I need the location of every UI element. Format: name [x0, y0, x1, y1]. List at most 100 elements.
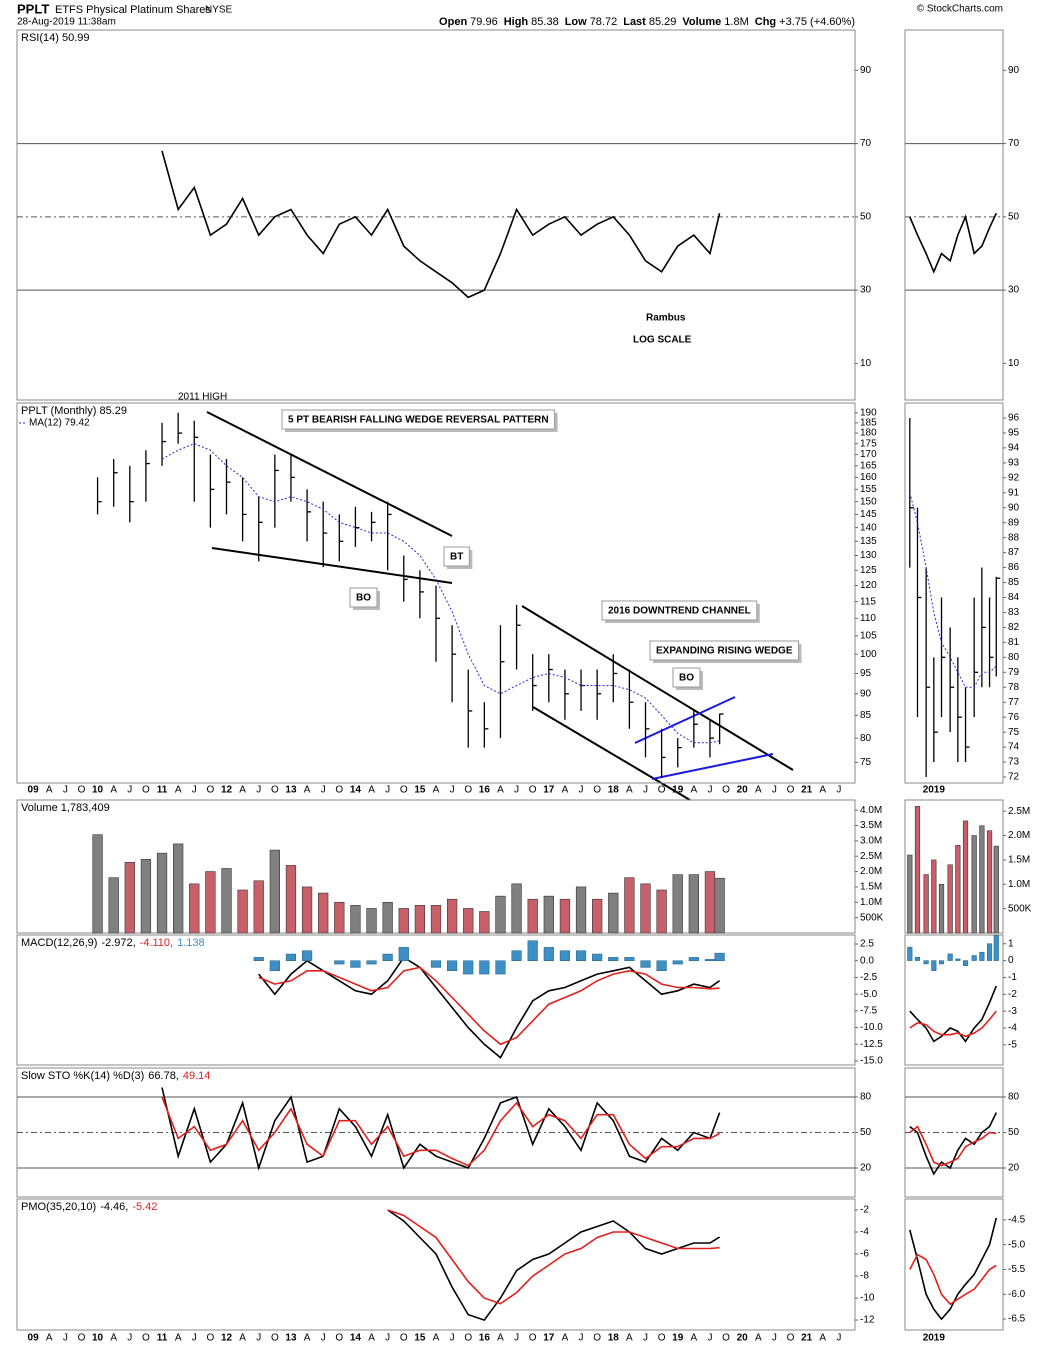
panel-legend: PPLT (Monthly) 85.29: [21, 405, 127, 417]
y-tick-label: -3: [1008, 1006, 1017, 1017]
volume-bar: [923, 874, 929, 934]
x-tick-label: J: [385, 1333, 390, 1344]
x-tick-label: 11: [157, 785, 168, 796]
volume-bar: [430, 905, 442, 934]
trendline: [651, 753, 774, 780]
x-tick-label: J: [579, 785, 584, 796]
volume-bar: [463, 908, 474, 934]
panel-frame: [16, 402, 856, 784]
volume-bar: [993, 845, 999, 934]
volume-bar: [979, 825, 985, 934]
histogram-bar: [285, 953, 297, 961]
volume-bar: [479, 911, 490, 934]
panel-frame: [904, 29, 1004, 401]
volume-bar: [955, 845, 961, 934]
volume-bar: [301, 886, 313, 934]
x-tick-label: 09: [28, 1333, 40, 1344]
volume-bar: [446, 898, 458, 934]
volume-bar: [559, 898, 571, 934]
volume-bar: [907, 854, 913, 934]
y-tick-label: 170: [860, 449, 877, 460]
y-tick-label: 20: [1008, 1163, 1020, 1174]
date: 28-Aug-2019 11:38am: [17, 17, 116, 28]
series-line: [258, 966, 720, 1046]
volume-bar: [350, 905, 361, 934]
y-tick-label: 3.5M: [860, 820, 882, 831]
x-tick-label: A: [46, 785, 53, 796]
series-line: [161, 1096, 720, 1167]
trendline: [206, 411, 453, 537]
x-tick-label: 2019: [923, 785, 946, 796]
y-tick-label: 185: [860, 417, 877, 428]
x-tick-label: J: [707, 785, 712, 796]
x-tick-label: J: [643, 785, 648, 796]
histogram-bar: [714, 952, 725, 961]
trendline: [521, 605, 794, 771]
volume-bar: [414, 905, 426, 934]
volume-bar: [543, 895, 554, 934]
legend-entry: 49.14: [183, 1070, 211, 1082]
x-tick-label: O: [787, 1333, 795, 1344]
y-tick-label: 1.5M: [860, 882, 882, 893]
histogram-bar: [382, 953, 393, 961]
y-tick-label: 135: [860, 536, 877, 547]
panel-frame: [904, 1198, 1004, 1331]
panel-legend: PMO(35,20,10) -4.46, -5.42: [21, 1201, 157, 1213]
volume-bar: [253, 880, 264, 934]
x-tick-label: O: [142, 785, 150, 796]
histogram-bar: [907, 946, 913, 961]
histogram-bar: [914, 956, 921, 961]
x-tick-label: O: [464, 1333, 472, 1344]
y-tick-label: 150: [860, 496, 877, 507]
x-tick-label: O: [78, 1333, 86, 1344]
callout-text: BO: [679, 673, 694, 684]
histogram-bar: [704, 959, 716, 961]
y-tick-label: 0: [1008, 955, 1014, 966]
panel-legend: RSI(14) 50.99: [21, 32, 89, 44]
legend-entry: MA(12) 79.42: [29, 418, 90, 429]
y-tick-label: 10: [860, 358, 872, 369]
volume-bar: [914, 806, 921, 934]
x-tick-label: J: [127, 785, 132, 796]
y-tick-label: 82: [1008, 622, 1020, 633]
y-tick-label: 110: [860, 613, 876, 624]
legend-entry: -4.110,: [140, 937, 173, 949]
x-tick-label: O: [593, 1333, 601, 1344]
volume-bar: [173, 843, 184, 934]
x-tick-label: 19: [672, 785, 684, 796]
y-tick-label: 1.0M: [860, 897, 882, 908]
y-tick-label: 96: [1008, 413, 1020, 424]
x-tick-label: 21: [801, 1333, 813, 1344]
callout-text: 2016 DOWNTREND CHANNEL: [608, 606, 751, 617]
y-tick-label: -6.0: [1008, 1289, 1026, 1300]
volume-bar: [205, 871, 216, 934]
volume-bar: [140, 858, 152, 934]
series-line: [909, 1112, 998, 1176]
y-tick-label: 120: [860, 580, 877, 591]
volume-bar: [704, 871, 716, 934]
histogram-bar: [986, 943, 993, 961]
y-tick-label: 83: [1008, 607, 1020, 618]
series-line: [387, 1209, 721, 1322]
volume-bar: [511, 883, 522, 934]
callout-box: [443, 546, 470, 567]
y-tick-label: 1.0M: [1008, 879, 1030, 890]
series-line: [909, 1253, 997, 1306]
x-tick-label: 16: [479, 1333, 491, 1344]
y-tick-label: -15.0: [860, 1056, 883, 1067]
volume-bar: [931, 859, 937, 934]
x-tick-label: A: [562, 785, 569, 796]
quote-value: 78.72: [590, 16, 618, 28]
y-tick-label: 2.0M: [1008, 830, 1030, 841]
histogram-bar: [993, 935, 999, 961]
quote-value: 85.38: [531, 16, 559, 28]
x-tick-label: A: [497, 785, 504, 796]
y-tick-label: 84: [1008, 592, 1020, 603]
volume-bar: [495, 895, 506, 934]
y-tick-label: 30: [1008, 285, 1020, 296]
y-tick-label: 80: [860, 1092, 872, 1103]
panel-title: MACD(12,26,9): [21, 937, 97, 949]
y-tick-label: 93: [1008, 457, 1020, 468]
volume-bar: [714, 877, 725, 934]
histogram-bar: [366, 960, 377, 965]
